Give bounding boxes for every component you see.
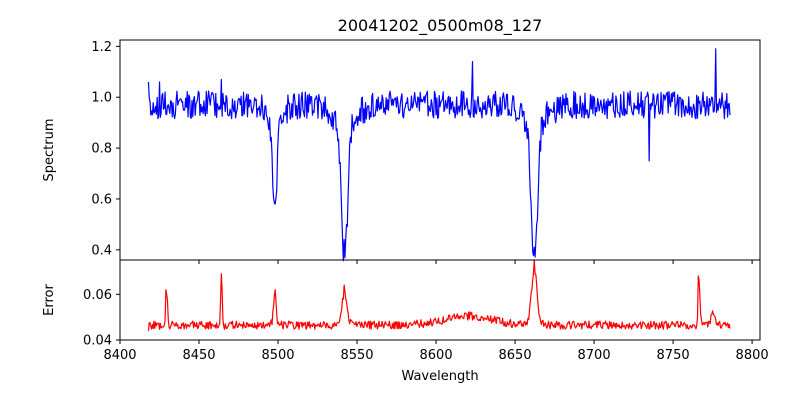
spectrum-y-ticks: 0.4 0.6 0.8 1.0 1.2: [91, 40, 120, 258]
x-tick-label: 8600: [420, 348, 453, 363]
spectrum-panel: 0.4 0.6 0.8 1.0 1.2 Spectrum: [42, 39, 761, 264]
y-tick-label: 0.6: [91, 192, 112, 207]
spectrum-series: [147, 48, 731, 262]
y-tick-label: 0.04: [83, 334, 112, 349]
error-axes-frame: [119, 259, 761, 341]
x-axis-label: Wavelength: [401, 369, 478, 384]
x-tick-label: 8750: [657, 348, 690, 363]
spectrum-line: [147, 48, 731, 262]
error-panel: 0.04 0.06 8400 8450 8500 8550 8600 8650 8700 875…: [42, 259, 769, 384]
x-tick-label: 8450: [182, 348, 215, 363]
y-tick-label: 1.0: [91, 91, 112, 106]
y-tick-label: 1.2: [91, 40, 112, 55]
x-tick-label: 8700: [578, 348, 611, 363]
x-tick-label: 8800: [736, 348, 769, 363]
x-tick-label: 8400: [103, 348, 136, 363]
error-x-ticks: 8400 8450 8500 8550 8600 8650 8700 8750 8800: [103, 340, 769, 363]
error-series: [147, 259, 731, 331]
x-tick-label: 8650: [499, 348, 532, 363]
x-tick-label: 8550: [340, 348, 373, 363]
chart-title: 20041202_0500m08_127: [338, 16, 543, 36]
x-tick-label: 8500: [261, 348, 294, 363]
spectrum-y-label: Spectrum: [42, 119, 57, 182]
y-tick-label: 0.8: [91, 142, 112, 157]
error-y-ticks: 0.04 0.06: [83, 288, 120, 349]
error-line: [147, 259, 731, 331]
error-y-label: Error: [42, 284, 57, 316]
y-tick-label: 0.4: [91, 243, 112, 258]
y-tick-label: 0.06: [83, 288, 112, 303]
